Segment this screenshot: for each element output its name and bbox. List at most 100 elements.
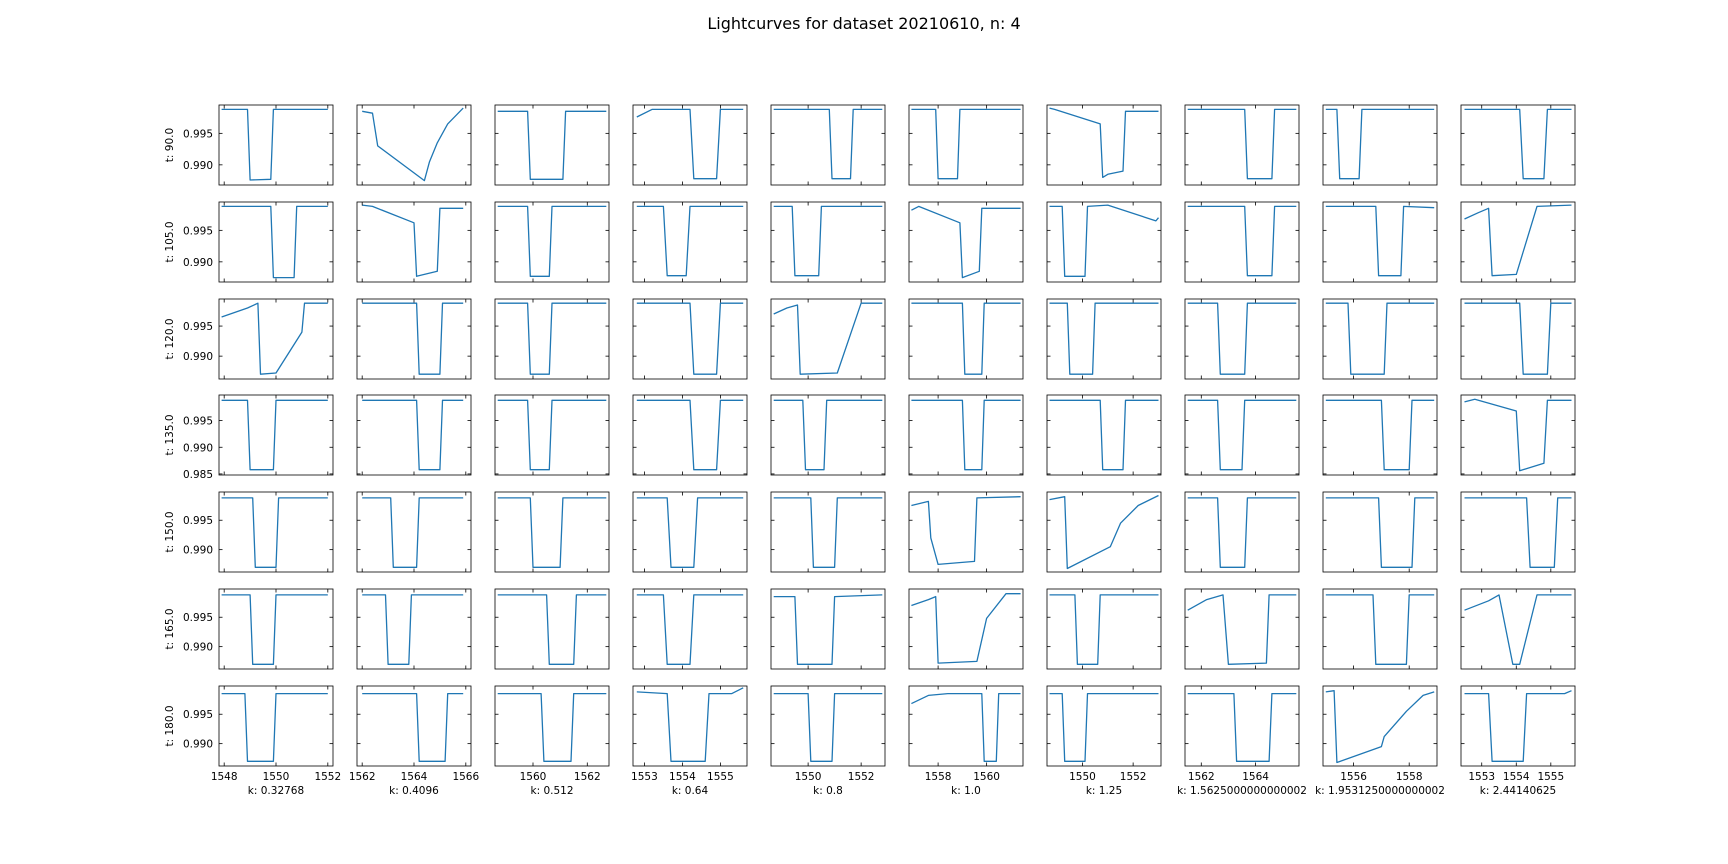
panel-r0-c5 bbox=[908, 104, 1024, 186]
lightcurve-line bbox=[636, 594, 744, 665]
lightcurve-line bbox=[497, 692, 607, 762]
y-axis-label: t: 135.0 bbox=[164, 414, 176, 455]
panel-r0-c6 bbox=[1046, 104, 1162, 186]
panel-r0-c8 bbox=[1322, 104, 1438, 186]
lightcurve-line bbox=[362, 107, 464, 182]
lightcurve-line bbox=[636, 399, 744, 471]
lightcurve-line bbox=[221, 594, 328, 665]
y-axis-label: t: 90.0 bbox=[164, 128, 176, 162]
axes-frame bbox=[632, 201, 748, 283]
lightcurve-line bbox=[773, 108, 883, 180]
x-tick-label: 1552 bbox=[848, 771, 875, 783]
panel-r2-c4 bbox=[770, 298, 886, 380]
panel-r3-c4 bbox=[770, 394, 886, 476]
y-tick-label: 0.990 bbox=[183, 160, 213, 172]
x-tick-label: 1554 bbox=[669, 771, 696, 783]
panel-r2-c1 bbox=[356, 298, 472, 380]
lightcurve-line bbox=[497, 594, 607, 665]
panel-r5-c7 bbox=[1184, 588, 1300, 670]
panel-r2-c3 bbox=[632, 298, 748, 380]
axes-frame bbox=[218, 298, 334, 380]
lightcurve-line bbox=[1187, 692, 1297, 762]
lightcurve-line bbox=[221, 497, 328, 568]
x-tick-label: 1560 bbox=[520, 771, 547, 783]
lightcurve-line bbox=[1464, 497, 1572, 568]
axes-frame bbox=[770, 298, 886, 380]
lightcurve-line bbox=[1049, 594, 1159, 665]
axes-frame bbox=[1322, 394, 1438, 476]
panel-r5-c2 bbox=[494, 588, 610, 670]
lightcurve-line bbox=[1049, 692, 1159, 762]
y-tick-label: 0.995 bbox=[183, 709, 213, 721]
axes-frame bbox=[770, 394, 886, 476]
axes-frame bbox=[1046, 201, 1162, 283]
x-tick-label: 1555 bbox=[707, 771, 734, 783]
lightcurve-line bbox=[362, 399, 464, 471]
axes-frame bbox=[218, 201, 334, 283]
lightcurve-line bbox=[221, 692, 328, 762]
y-tick-label: 0.990 bbox=[183, 257, 213, 269]
figure-title: Lightcurves for dataset 20210610, n: 4 bbox=[707, 14, 1020, 33]
panel-r1-c5 bbox=[908, 201, 1024, 283]
x-tick-label: 1554 bbox=[1503, 771, 1530, 783]
y-axis-label: t: 120.0 bbox=[164, 318, 176, 359]
axes-frame bbox=[1046, 588, 1162, 670]
panel-r6-c4: 1550 1552 k: 0.8 bbox=[770, 685, 886, 797]
axes-frame bbox=[632, 588, 748, 670]
lightcurve-line bbox=[773, 692, 883, 762]
x-tick-label: 1564 bbox=[1242, 771, 1269, 783]
lightcurve-line bbox=[497, 110, 607, 180]
lightcurve-line bbox=[221, 399, 328, 471]
y-tick-label: 0.990 bbox=[183, 545, 213, 557]
lightcurve-line bbox=[362, 594, 464, 665]
axes-frame bbox=[494, 394, 610, 476]
panel-r4-c2 bbox=[494, 491, 610, 573]
axes-frame bbox=[1046, 685, 1162, 767]
axes-frame bbox=[1046, 394, 1162, 476]
axes-frame bbox=[1460, 491, 1576, 573]
panel-r1-c7 bbox=[1184, 201, 1300, 283]
lightcurve-line bbox=[221, 108, 328, 181]
lightcurve-line bbox=[1325, 594, 1435, 665]
axes-frame bbox=[494, 201, 610, 283]
lightcurve-line bbox=[1325, 302, 1435, 375]
y-axis-label: t: 165.0 bbox=[164, 608, 176, 649]
y-tick-label: 0.985 bbox=[183, 469, 213, 481]
axes-frame bbox=[494, 298, 610, 380]
panel-r3-c9 bbox=[1460, 394, 1576, 476]
lightcurve-line bbox=[497, 205, 607, 277]
lightcurve-line bbox=[773, 205, 883, 277]
y-tick-label: 0.995 bbox=[183, 515, 213, 527]
lightcurve-line bbox=[911, 302, 1021, 375]
lightcurve-line bbox=[1187, 302, 1297, 375]
x-tick-label: 1566 bbox=[452, 771, 479, 783]
x-axis-label: k: 2.44140625 bbox=[1480, 785, 1556, 797]
panel-r2-c5 bbox=[908, 298, 1024, 380]
panel-r3-c5 bbox=[908, 394, 1024, 476]
panel-r5-c6 bbox=[1046, 588, 1162, 670]
x-axis-label: k: 0.8 bbox=[813, 785, 843, 797]
lightcurve-line bbox=[1049, 494, 1159, 570]
lightcurve-line bbox=[773, 399, 883, 471]
panel-r1-c0: 0.990 0.995 t: 105.0 bbox=[164, 201, 334, 283]
axes-frame bbox=[356, 588, 472, 670]
panel-r5-c1 bbox=[356, 588, 472, 670]
axes-frame bbox=[1046, 298, 1162, 380]
lightcurve-line bbox=[362, 692, 464, 762]
axes-frame bbox=[1184, 685, 1300, 767]
lightcurve-line bbox=[773, 594, 883, 665]
x-tick-label: 1558 bbox=[925, 771, 952, 783]
panel-r2-c2 bbox=[494, 298, 610, 380]
panel-r1-c4 bbox=[770, 201, 886, 283]
lightcurve-line bbox=[1325, 690, 1435, 764]
y-tick-label: 0.990 bbox=[183, 442, 213, 454]
axes-frame bbox=[1184, 298, 1300, 380]
axes-frame bbox=[908, 685, 1024, 767]
panel-r1-c9 bbox=[1460, 201, 1576, 283]
lightcurve-line bbox=[497, 497, 607, 568]
y-tick-label: 0.995 bbox=[183, 321, 213, 333]
axes-frame bbox=[632, 104, 748, 186]
lightcurve-line bbox=[1049, 204, 1160, 277]
panel-r5-c9 bbox=[1460, 588, 1576, 670]
